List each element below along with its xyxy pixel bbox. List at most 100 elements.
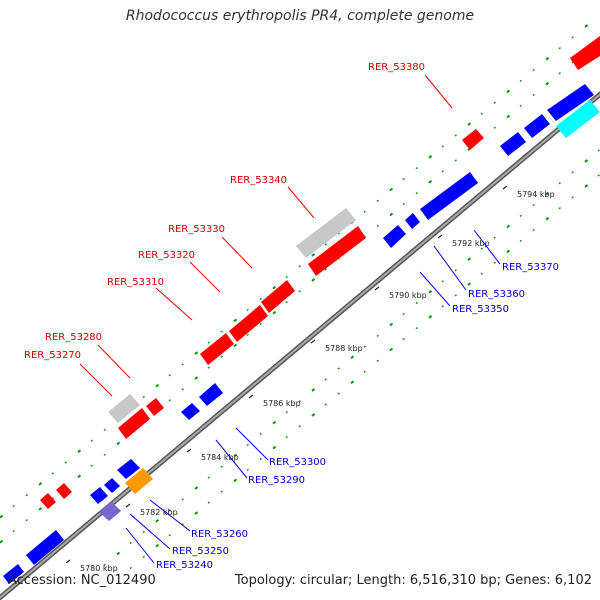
gene-label[interactable]: RER_53290 bbox=[248, 475, 305, 486]
gene-arrow-reverse[interactable] bbox=[524, 114, 550, 138]
gene-label[interactable]: RER_53380 bbox=[368, 62, 425, 73]
gc-dot bbox=[584, 159, 589, 163]
gc-dot bbox=[285, 300, 288, 304]
gene-arrow-forward[interactable] bbox=[570, 36, 600, 70]
tick-label: 5790 kbp bbox=[389, 291, 427, 300]
gc-dot bbox=[311, 413, 316, 417]
gc-dot bbox=[545, 216, 550, 221]
gc-dot bbox=[350, 355, 355, 360]
gc-dot bbox=[376, 359, 379, 362]
tick-label: 5786 kbp bbox=[263, 399, 301, 408]
gene-arrow-reverse[interactable] bbox=[199, 383, 223, 406]
gene-label[interactable]: RER_53280 bbox=[45, 332, 102, 343]
gene-label[interactable]: RER_53250 bbox=[172, 546, 229, 557]
genome-summary-text: Topology: circular; Length: 6,516,310 bp… bbox=[234, 573, 592, 588]
gc-dot bbox=[376, 224, 379, 227]
gene-arrow-purple[interactable] bbox=[99, 501, 121, 521]
gc-dot bbox=[168, 399, 171, 402]
gene-arrow-reverse[interactable] bbox=[500, 132, 526, 156]
gc-dot bbox=[12, 529, 15, 533]
gc-dot bbox=[389, 212, 394, 217]
gene-label[interactable]: RER_53350 bbox=[452, 304, 509, 315]
gene-label[interactable]: RER_53260 bbox=[191, 529, 248, 540]
gc-dot bbox=[77, 449, 82, 453]
gc-dot bbox=[506, 224, 511, 229]
gene-label[interactable]: RER_53370 bbox=[502, 262, 559, 273]
kbp-ticks: 5780 kbp 5782 kbp 5784 kbp 5786 kbp 5788 kbp… bbox=[65, 185, 555, 573]
gc-dot bbox=[493, 101, 496, 104]
gc-dot bbox=[181, 498, 184, 501]
gc-dot bbox=[220, 330, 223, 333]
gene-label[interactable]: RER_53340 bbox=[230, 175, 287, 186]
gene-label[interactable]: RER_53310 bbox=[107, 277, 164, 288]
gene-arrow-forward[interactable] bbox=[40, 493, 56, 509]
gc-dot bbox=[402, 312, 405, 316]
gc-dot bbox=[116, 551, 121, 556]
gc-dot bbox=[428, 155, 433, 159]
tick-label: 5782 kbp bbox=[140, 508, 178, 517]
gene-label[interactable]: RER_53240 bbox=[156, 560, 213, 571]
gc-dot bbox=[207, 476, 210, 479]
gc-dot bbox=[428, 180, 433, 184]
gc-dot bbox=[207, 341, 210, 344]
gene-label[interactable]: RER_53360 bbox=[468, 289, 525, 300]
gene-arrow-forward[interactable] bbox=[200, 333, 234, 365]
gene-arrow-forward[interactable] bbox=[308, 226, 366, 276]
gc-dot bbox=[103, 563, 106, 566]
gene-arrow-pseudo[interactable] bbox=[108, 394, 140, 423]
gene-arrow-forward[interactable] bbox=[56, 483, 72, 499]
gene-arrow-reverse[interactable] bbox=[117, 459, 140, 479]
gc-dot bbox=[324, 403, 327, 406]
gene-label[interactable]: RER_53330 bbox=[168, 224, 225, 235]
gene-arrow-reverse[interactable] bbox=[420, 172, 478, 220]
gc-dot bbox=[415, 166, 418, 170]
gene-arrow-forward[interactable] bbox=[229, 305, 268, 342]
gene-arrow-forward[interactable] bbox=[146, 398, 164, 416]
gc-dot bbox=[311, 278, 316, 282]
gc-dot bbox=[298, 400, 301, 403]
gc-dot bbox=[142, 555, 145, 559]
gc-dot bbox=[207, 501, 210, 504]
gene-arrow-pseudo[interactable] bbox=[296, 208, 356, 258]
gc-dot bbox=[272, 310, 277, 315]
tick-label: 5784 kbp bbox=[201, 453, 239, 462]
gc-dot bbox=[142, 530, 145, 534]
gc-dot bbox=[155, 383, 160, 388]
gc-dot bbox=[12, 504, 15, 508]
gc-dot bbox=[532, 93, 535, 97]
gene-arrow-reverse[interactable] bbox=[181, 403, 200, 420]
gene-arrow-forward[interactable] bbox=[462, 129, 484, 150]
gc-dot bbox=[402, 177, 405, 181]
gene-arrow-reverse[interactable] bbox=[405, 213, 420, 229]
gene-arrow-orange[interactable] bbox=[125, 468, 153, 494]
gene-arrow-forward[interactable] bbox=[118, 408, 150, 439]
gene-arrow-forward[interactable] bbox=[261, 280, 295, 313]
gene-arrow-reverse[interactable] bbox=[383, 225, 406, 248]
gc-dot bbox=[246, 468, 249, 471]
gene-labels-bottom: RER_53370 RER_53360 RER_53350 RER_53300 … bbox=[156, 262, 559, 571]
gene-arrow-reverse[interactable] bbox=[90, 487, 108, 504]
gc-dot bbox=[558, 207, 561, 210]
gc-dot bbox=[597, 149, 600, 152]
gc-dot bbox=[506, 249, 511, 254]
gene-arrow-cyan[interactable] bbox=[556, 100, 600, 138]
gc-dot bbox=[545, 191, 550, 196]
gc-dot bbox=[90, 439, 93, 442]
gc-dot bbox=[298, 290, 301, 293]
gc-dot bbox=[376, 199, 379, 202]
gc-dot bbox=[597, 174, 600, 177]
gc-dot bbox=[246, 308, 249, 311]
gene-label[interactable]: RER_53300 bbox=[269, 457, 326, 468]
gc-dot bbox=[233, 343, 238, 348]
gene-arrow-reverse[interactable] bbox=[104, 478, 120, 493]
gc-dot bbox=[493, 261, 496, 264]
gc-dot bbox=[259, 457, 262, 461]
gc-dot bbox=[272, 445, 277, 450]
gene-arrow-reverse[interactable] bbox=[547, 84, 594, 121]
gene-arrow-reverse[interactable] bbox=[3, 564, 24, 584]
tick-mark bbox=[502, 185, 508, 190]
gc-dot bbox=[233, 478, 238, 483]
gene-label[interactable]: RER_53270 bbox=[24, 350, 81, 361]
gene-arrow-reverse[interactable] bbox=[26, 530, 64, 565]
gene-label[interactable]: RER_53320 bbox=[138, 250, 195, 261]
